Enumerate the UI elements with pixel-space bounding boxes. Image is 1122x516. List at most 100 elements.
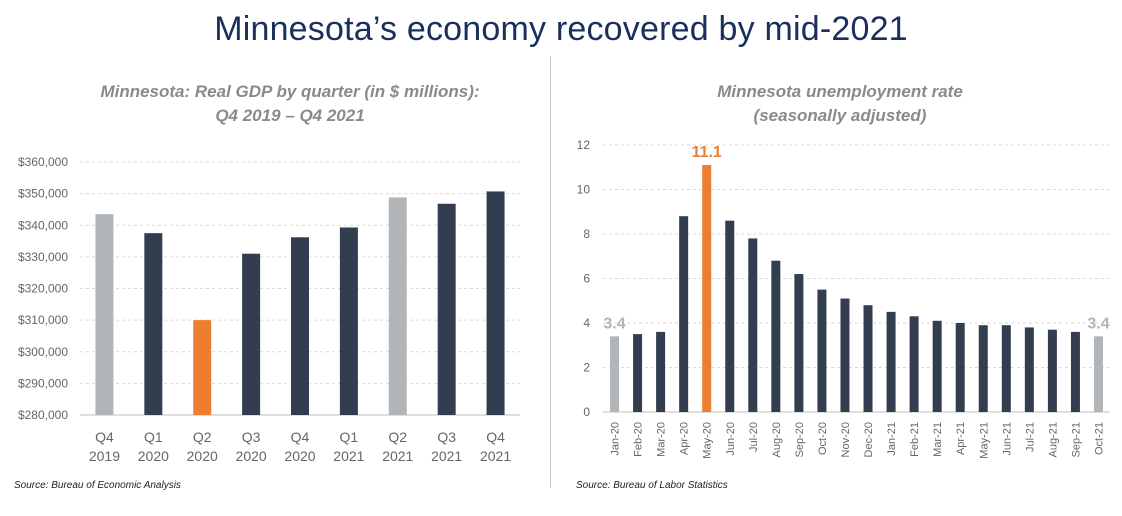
unemployment-y-tick-label: 6 [583,272,590,286]
gdp-chart-title: Minnesota: Real GDP by quarter (in $ mil… [60,80,520,128]
unemployment-x-tick-label: Sep-20 [794,422,806,457]
unemployment-y-tick-label: 12 [577,138,591,152]
unemployment-data-label: 11.1 [692,144,722,161]
unemployment-bar [633,334,643,412]
gdp-x-tick-label: 2021 [431,448,462,464]
unemployment-x-tick-label: Aug-20 [771,422,783,457]
unemployment-bar [817,289,827,412]
unemployment-y-tick-label: 10 [577,183,591,197]
gdp-x-tick-label: 2019 [89,448,120,464]
unemployment-chart-title: Minnesota unemployment rate (seasonally … [580,80,1100,128]
unemployment-bar [1024,327,1034,412]
unemployment-x-tick-label: Jun-21 [1001,422,1013,456]
unemployment-y-tick-label: 0 [583,405,590,419]
gdp-bar [144,233,163,415]
gdp-chart-title-line-2: Q4 2019 – Q4 2021 [215,106,365,125]
unemployment-x-tick-label: Jan-20 [610,422,622,456]
unemployment-chart-title-line-1: Minnesota unemployment rate [717,82,963,101]
unemployment-data-label: 3.4 [603,315,625,332]
gdp-x-tick-label: Q1 [340,429,359,445]
unemployment-bar [771,260,781,412]
unemployment-bar [725,220,735,412]
gdp-x-tick-label: Q4 [291,429,310,445]
unemployment-bar [955,323,965,412]
unemployment-x-tick-label: Nov-20 [840,422,852,457]
unemployment-x-tick-label: Aug-21 [1047,422,1059,457]
unemployment-bar [1001,325,1011,412]
unemployment-bar [932,320,942,412]
unemployment-y-tick-label: 2 [583,361,590,375]
gdp-x-tick-label: Q4 [95,429,114,445]
unemployment-x-tick-label: Oct-20 [817,422,829,455]
unemployment-bar [702,165,712,412]
gdp-bar [95,214,114,415]
gdp-y-tick-label: $330,000 [18,250,68,264]
gdp-y-tick-label: $280,000 [18,408,68,422]
gdp-y-tick-label: $350,000 [18,187,68,201]
unemployment-x-tick-label: Mar-21 [932,422,944,457]
unemployment-chart: 0 2 4 6 8 10 12 Jan-20 Feb-20 Mar-20 Apr-20 May-20 J… [577,138,1110,459]
gdp-y-tick-label: $310,000 [18,313,68,327]
unemployment-x-tick-label: Apr-20 [679,422,691,455]
unemployment-y-tick-label: 4 [583,316,590,330]
gdp-x-tick-label: Q2 [193,429,212,445]
unemployment-x-tick-label: Jul-21 [1024,422,1036,452]
unemployment-bar [1093,336,1103,412]
gdp-bar [242,253,261,415]
gdp-y-tick-label: $290,000 [18,376,68,390]
gdp-bar [291,237,309,415]
gdp-bar [339,227,358,415]
unemployment-x-tick-label: Jan-21 [886,422,898,456]
gdp-y-tick-label: $340,000 [18,218,68,232]
page-title: Minnesota’s economy recovered by mid-202… [214,10,908,48]
unemployment-x-tick-label: Jul-20 [748,422,760,452]
unemployment-data-label: 3.4 [1087,315,1109,332]
gdp-bar [437,203,456,415]
unemployment-x-tick-label: Mar-20 [656,422,668,457]
unemployment-x-tick-label: Feb-20 [633,422,645,457]
unemployment-y-tick-label: 8 [583,227,590,241]
unemployment-bar [610,336,620,412]
unemployment-x-tick-label: May-21 [978,422,990,459]
gdp-bar [193,320,212,415]
unemployment-bar [863,305,873,412]
gdp-source-note: Source: Bureau of Economic Analysis [14,480,181,491]
gdp-x-tick-label: Q2 [388,429,407,445]
unemployment-bar [794,274,804,412]
unemployment-bar [909,316,919,412]
unemployment-x-tick-label: Feb-21 [909,422,921,457]
unemployment-bar [840,298,850,412]
unemployment-x-tick-label: May-20 [702,422,714,459]
gdp-y-tick-label: $300,000 [18,345,68,359]
gdp-y-tick-label: $360,000 [18,155,68,169]
gdp-chart-title-line-1: Minnesota: Real GDP by quarter (in $ mil… [100,82,480,101]
unemployment-x-tick-label: Apr-21 [955,422,967,455]
unemployment-source-note: Source: Bureau of Labor Statistics [576,480,728,491]
unemployment-x-tick-label: Dec-20 [863,422,875,457]
unemployment-x-tick-label: Sep-21 [1070,422,1082,457]
gdp-x-tick-label: 2020 [187,448,218,464]
gdp-x-tick-label: Q4 [486,429,505,445]
gdp-x-tick-label: Q3 [242,429,261,445]
gdp-bar [486,191,505,415]
unemployment-x-tick-label: Oct-21 [1093,422,1105,455]
unemployment-bar [1070,331,1080,412]
gdp-chart: $280,000 $290,000 $300,000 $310,000 $320,000… [18,155,520,464]
unemployment-bar [748,238,758,412]
unemployment-x-tick-label: Jun-20 [725,422,737,456]
gdp-x-tick-label: 2020 [284,448,315,464]
gdp-x-tick-label: 2021 [333,448,364,464]
gdp-x-tick-label: 2021 [382,448,413,464]
unemployment-bar [978,325,988,412]
gdp-x-tick-label: 2021 [480,448,511,464]
panel-divider [550,56,551,488]
unemployment-bar [656,331,666,412]
unemployment-bar [679,216,689,412]
gdp-x-tick-label: 2020 [138,448,169,464]
gdp-y-tick-label: $320,000 [18,282,68,296]
gdp-bar [388,197,407,415]
unemployment-chart-title-line-2: (seasonally adjusted) [753,106,927,125]
unemployment-bar [886,311,896,412]
unemployment-bar [1047,329,1057,412]
gdp-x-tick-label: Q3 [437,429,456,445]
